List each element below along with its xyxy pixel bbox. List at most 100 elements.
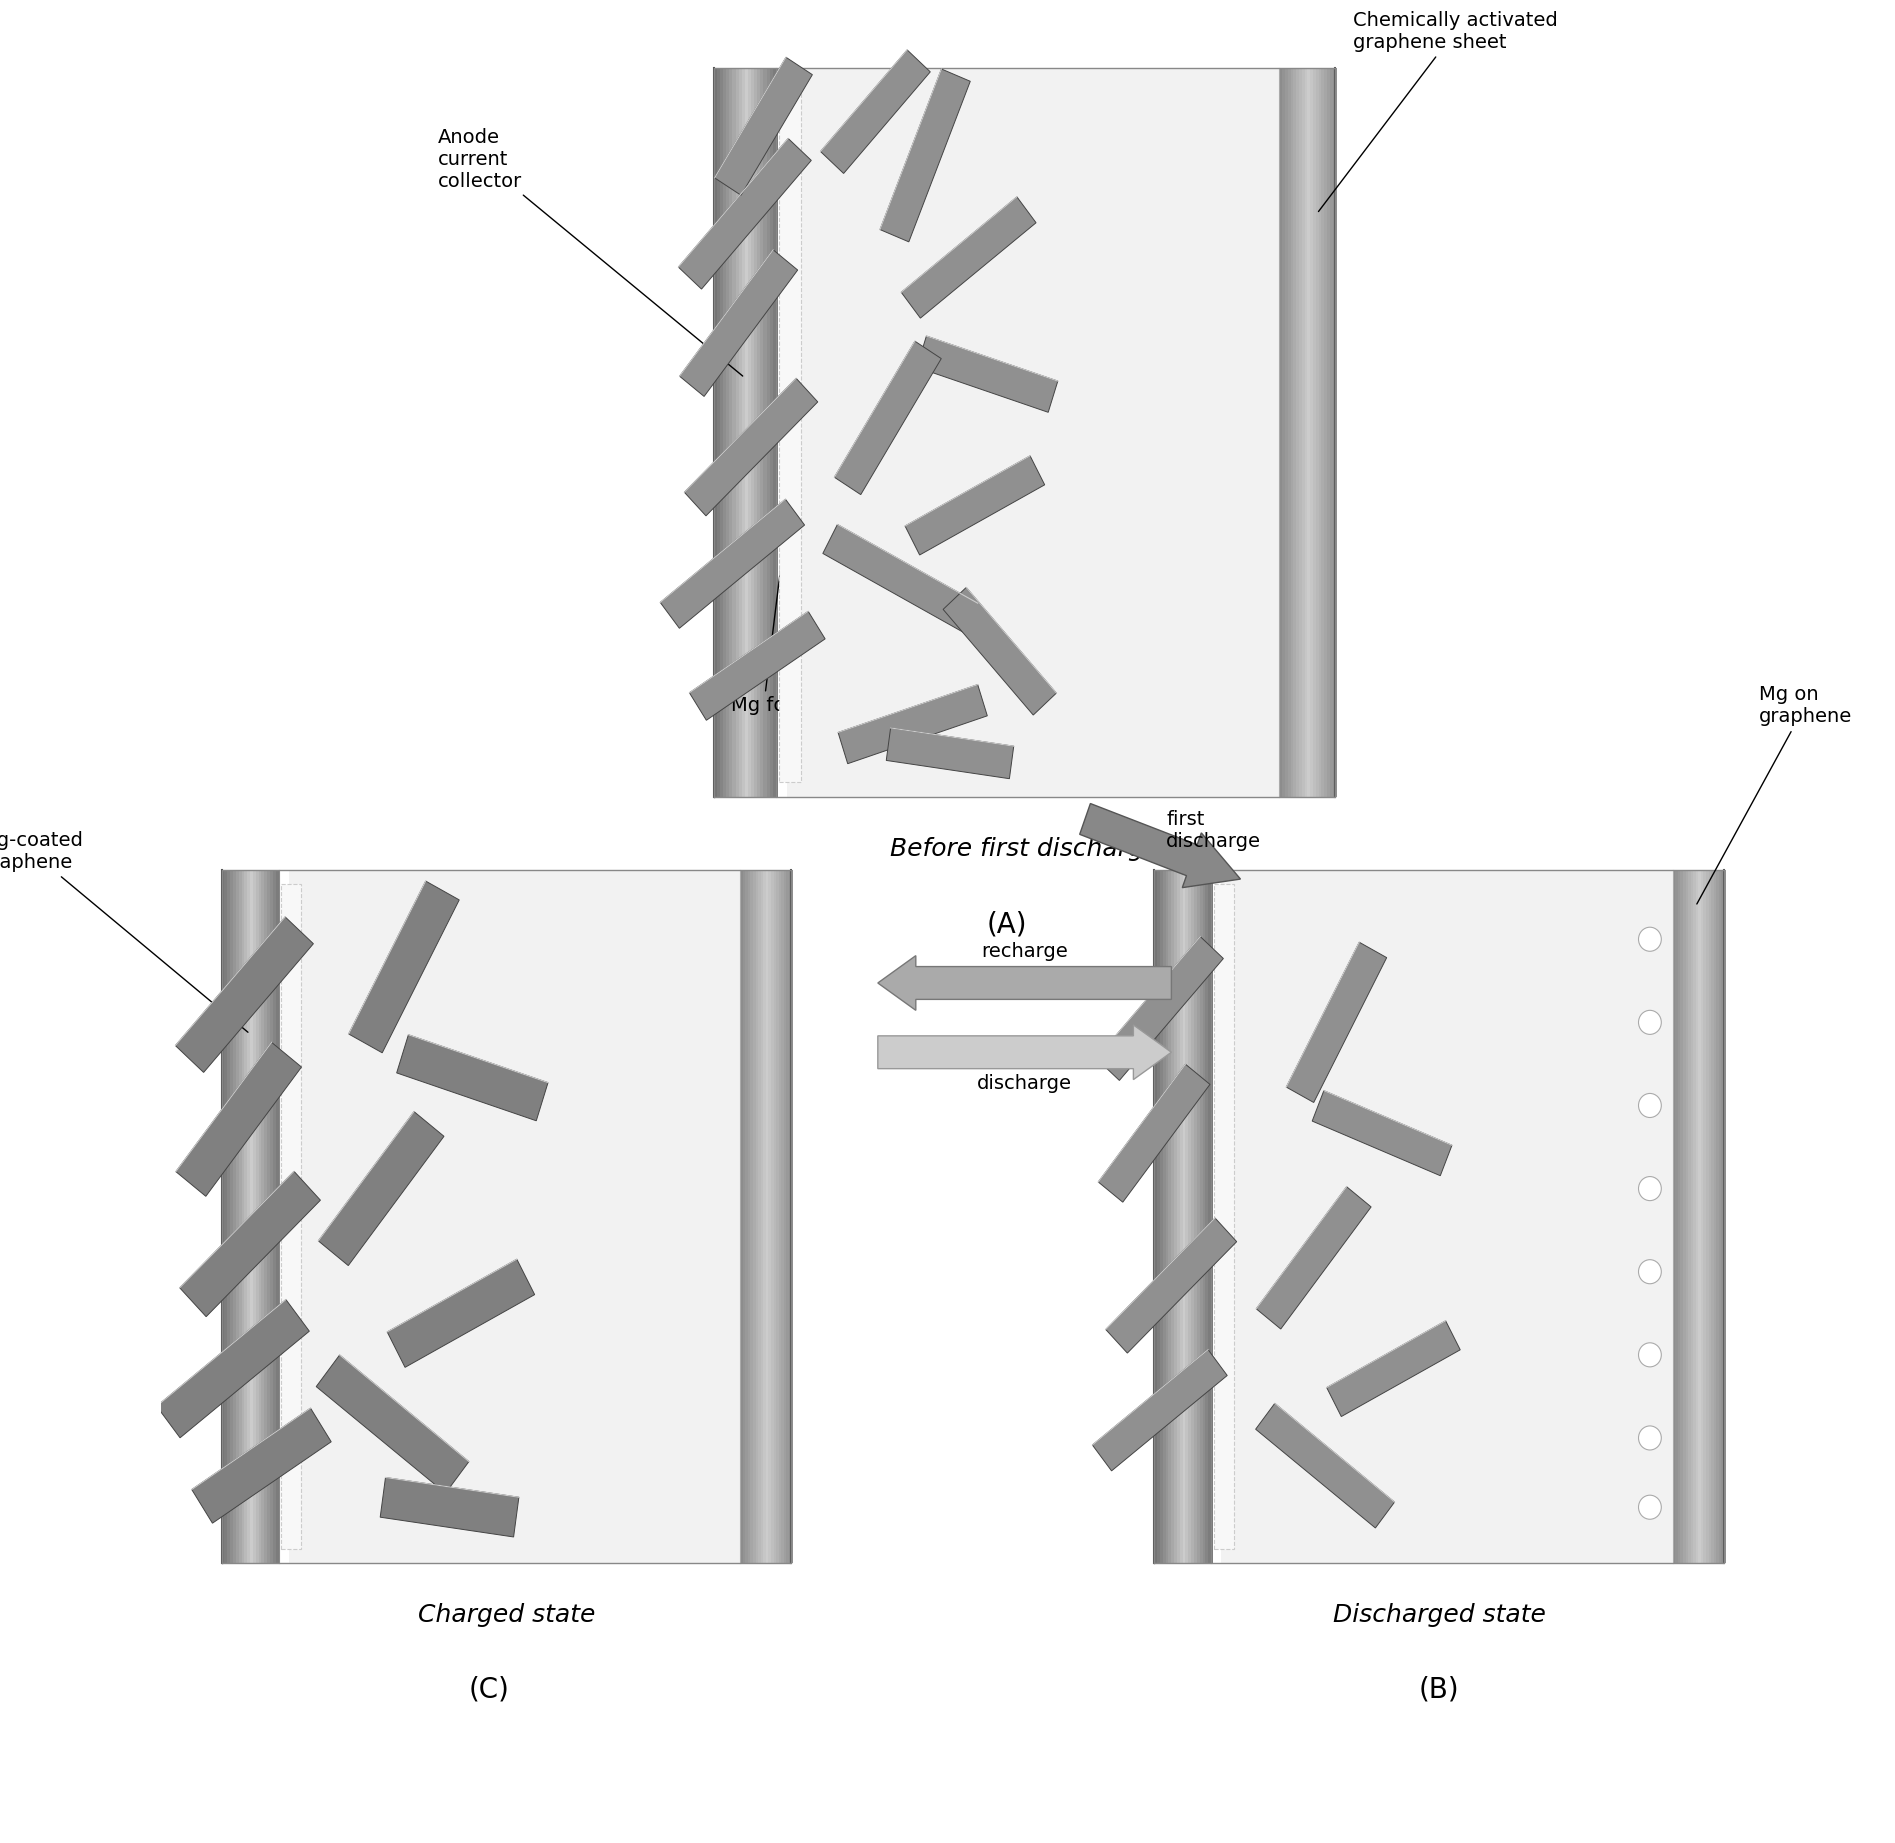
Text: Mg foil: Mg foil bbox=[731, 509, 796, 715]
Bar bbox=[771, 870, 775, 1563]
Bar bbox=[786, 870, 790, 1563]
Bar bbox=[269, 870, 275, 1563]
Polygon shape bbox=[1097, 936, 1224, 1080]
Bar bbox=[1194, 870, 1200, 1563]
Bar bbox=[1721, 870, 1726, 1563]
Bar bbox=[263, 870, 269, 1563]
Bar bbox=[246, 870, 252, 1563]
Text: Before first discharge: Before first discharge bbox=[891, 837, 1160, 861]
Bar bbox=[1696, 870, 1700, 1563]
Circle shape bbox=[1639, 1010, 1662, 1034]
Polygon shape bbox=[1311, 1091, 1452, 1176]
Bar bbox=[1719, 870, 1723, 1563]
Bar bbox=[1313, 68, 1317, 796]
Text: (A): (A) bbox=[987, 910, 1027, 938]
Bar bbox=[714, 68, 1336, 796]
Bar bbox=[779, 870, 783, 1563]
Polygon shape bbox=[191, 1408, 332, 1522]
Polygon shape bbox=[1099, 1063, 1211, 1202]
Bar bbox=[1321, 68, 1326, 796]
Circle shape bbox=[1639, 1176, 1662, 1200]
Bar bbox=[1203, 870, 1207, 1563]
Bar bbox=[1308, 68, 1311, 796]
Text: recharge: recharge bbox=[982, 942, 1069, 960]
Bar bbox=[779, 83, 802, 783]
Bar bbox=[716, 68, 722, 796]
Bar bbox=[1177, 870, 1181, 1563]
Polygon shape bbox=[834, 341, 942, 494]
Bar bbox=[224, 870, 229, 1563]
Bar bbox=[786, 68, 1279, 796]
Bar bbox=[1706, 870, 1711, 1563]
Bar bbox=[1186, 870, 1190, 1563]
Bar bbox=[1685, 870, 1690, 1563]
Bar bbox=[1677, 870, 1683, 1563]
Bar bbox=[1702, 870, 1706, 1563]
Bar bbox=[1200, 870, 1205, 1563]
Polygon shape bbox=[381, 1478, 519, 1537]
Bar bbox=[739, 68, 743, 796]
FancyArrow shape bbox=[877, 1025, 1171, 1080]
Bar bbox=[1296, 68, 1300, 796]
Text: first
discharge: first discharge bbox=[1165, 811, 1262, 851]
Polygon shape bbox=[180, 1172, 320, 1316]
Bar bbox=[258, 870, 263, 1563]
Bar bbox=[256, 870, 260, 1563]
Bar bbox=[1304, 68, 1309, 796]
FancyArrow shape bbox=[1080, 804, 1241, 888]
Bar bbox=[754, 68, 760, 796]
Bar bbox=[745, 68, 750, 796]
Polygon shape bbox=[690, 612, 824, 721]
Bar bbox=[222, 870, 226, 1563]
Polygon shape bbox=[1092, 1349, 1228, 1471]
Bar bbox=[252, 870, 258, 1563]
Bar bbox=[1285, 68, 1290, 796]
Bar bbox=[750, 870, 754, 1563]
Bar bbox=[235, 870, 241, 1563]
Bar bbox=[1182, 870, 1186, 1563]
Bar bbox=[767, 68, 771, 796]
Text: Charged state: Charged state bbox=[417, 1603, 595, 1627]
Bar bbox=[773, 68, 777, 796]
Polygon shape bbox=[349, 881, 459, 1052]
Text: (B): (B) bbox=[1419, 1675, 1459, 1703]
Polygon shape bbox=[396, 1034, 548, 1121]
Bar bbox=[244, 870, 248, 1563]
Bar bbox=[764, 870, 767, 1563]
Bar bbox=[726, 68, 731, 796]
Bar bbox=[1302, 68, 1306, 796]
Bar bbox=[1681, 870, 1685, 1563]
Bar bbox=[760, 870, 766, 1563]
Bar bbox=[1290, 68, 1294, 796]
Bar bbox=[1300, 68, 1304, 796]
Circle shape bbox=[1639, 1495, 1662, 1519]
Polygon shape bbox=[1326, 1321, 1461, 1417]
Bar bbox=[1175, 870, 1179, 1563]
Bar bbox=[1215, 885, 1234, 1548]
Polygon shape bbox=[684, 378, 819, 516]
Bar bbox=[1717, 870, 1721, 1563]
Bar bbox=[1220, 870, 1673, 1563]
Bar bbox=[1690, 870, 1694, 1563]
Polygon shape bbox=[157, 1299, 309, 1438]
Polygon shape bbox=[659, 499, 805, 628]
Circle shape bbox=[1639, 1344, 1662, 1368]
Bar bbox=[1694, 870, 1698, 1563]
Bar bbox=[766, 870, 769, 1563]
Bar bbox=[756, 870, 760, 1563]
Bar bbox=[724, 68, 728, 796]
Bar bbox=[1192, 870, 1196, 1563]
Bar bbox=[760, 68, 766, 796]
Bar bbox=[730, 68, 733, 796]
Text: Anode
current
collector: Anode current collector bbox=[438, 127, 743, 376]
Bar bbox=[1326, 68, 1332, 796]
Bar bbox=[788, 870, 794, 1563]
Bar bbox=[1683, 870, 1687, 1563]
Bar bbox=[750, 68, 756, 796]
Bar bbox=[1205, 870, 1211, 1563]
Polygon shape bbox=[822, 525, 978, 632]
Bar bbox=[1209, 870, 1213, 1563]
Polygon shape bbox=[838, 684, 987, 763]
Bar bbox=[222, 870, 792, 1563]
Circle shape bbox=[1639, 1093, 1662, 1117]
